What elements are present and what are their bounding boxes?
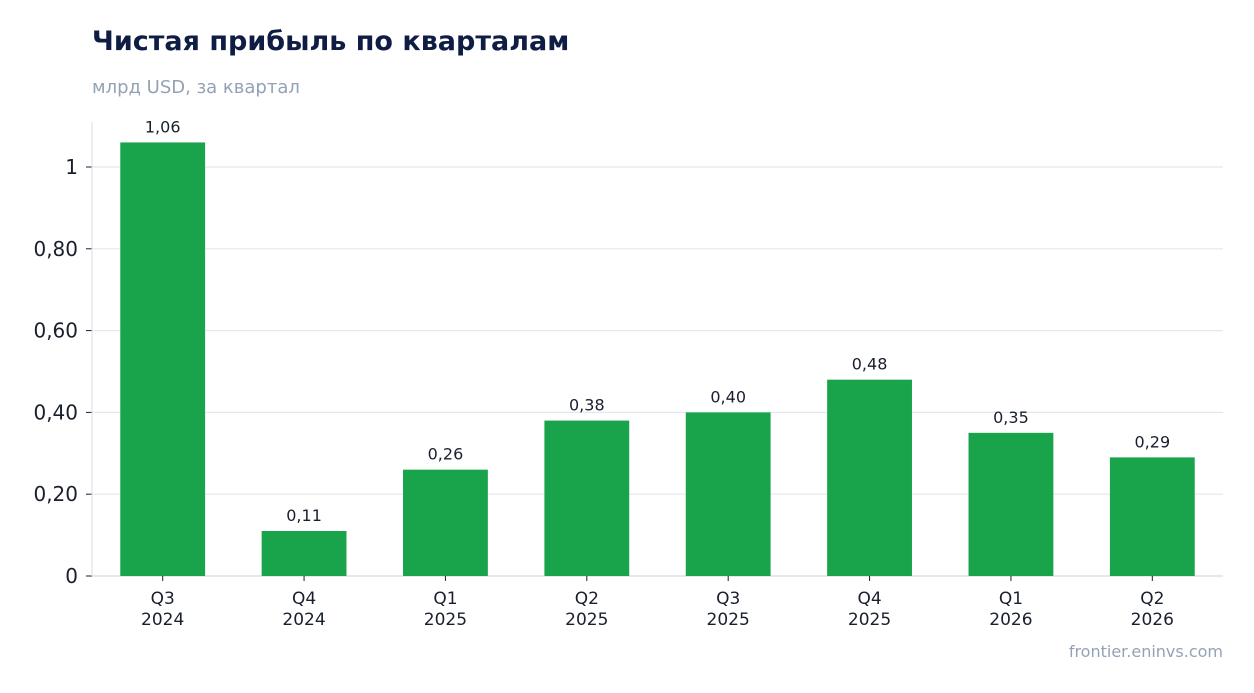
bar [685,412,771,576]
bar [1109,457,1195,576]
bar [120,142,206,577]
y-tick-label: 0,40 [33,400,78,424]
bar [544,420,630,576]
chart-subtitle: млрд USD, за квартал [92,77,300,98]
x-tick-label-year: 2025 [565,610,608,630]
x-tick-label-quarter: Q4 [857,589,881,609]
x-tick-label-quarter: Q2 [1140,589,1164,609]
source-link[interactable]: frontier.eninvs.com [1068,642,1223,661]
value-label: 0,29 [1135,432,1171,451]
x-tick-label-quarter: Q4 [292,589,316,609]
x-tick-label-year: 2025 [707,610,750,630]
value-labels: 1,06 0,11 0,26 0,38 0,40 0,48 0,35 0,29 [145,117,1170,525]
x-tick-label-year: 2026 [989,610,1032,630]
value-label: 0,26 [428,445,464,464]
x-tick-label-quarter: Q2 [575,589,599,609]
x-tick-label-year: 2025 [424,610,467,630]
x-tick-label-quarter: Q1 [433,589,457,609]
x-tick-label-year: 2024 [141,610,184,630]
y-tick-label: 0,80 [33,237,78,261]
y-tick-label: 0 [65,564,78,588]
bar [968,432,1054,576]
y-tick-label: 0,60 [33,319,78,343]
chart-title: Чистая прибыль по кварталам [92,26,570,57]
x-tick-label-quarter: Q3 [716,589,740,609]
value-label: 0,11 [286,506,322,525]
y-tick-label: 0,20 [33,482,78,506]
value-label: 0,38 [569,396,605,415]
x-tick-label-quarter: Q1 [999,589,1023,609]
x-tick-label-year: 2024 [282,610,325,630]
x-tick-label-quarter: Q3 [151,589,175,609]
x-tick-label-year: 2025 [848,610,891,630]
axes: 00,200,400,600,801Q32024Q42024Q12025Q220… [33,122,1223,630]
value-label: 0,48 [852,355,888,374]
value-label: 0,35 [993,408,1029,427]
y-tick-label: 1 [65,155,78,179]
bar [827,379,912,576]
value-label: 1,06 [145,117,181,136]
value-label: 0,40 [710,387,746,406]
x-tick-label-year: 2026 [1131,610,1174,630]
bar [261,531,347,576]
bars [120,142,1195,577]
bar [403,469,488,576]
